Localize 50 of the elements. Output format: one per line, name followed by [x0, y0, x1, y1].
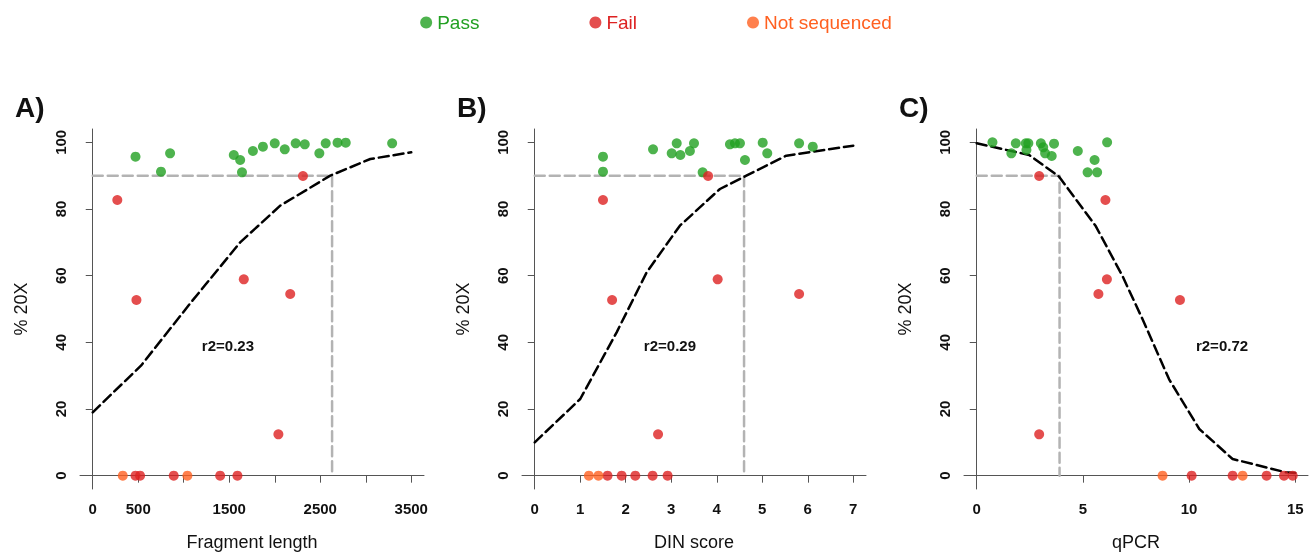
x-tick-label: 5 [1078, 500, 1088, 517]
x-tick-label: 0 [972, 500, 981, 517]
y-axis-title: % 20X [895, 282, 915, 336]
y-tick-label: 0 [494, 471, 511, 480]
legend-label: Pass [437, 12, 480, 33]
x-tick-label: 3 [667, 500, 676, 517]
x-tick-label: 1500 [212, 500, 246, 517]
y-tick-label: 40 [936, 333, 953, 351]
legend-label: Fail [606, 12, 638, 33]
y-tick-label: 80 [52, 200, 69, 218]
y-tick-label: 0 [936, 471, 953, 480]
y-tick-label: 0 [52, 471, 69, 480]
y-tick-label: 40 [52, 333, 69, 351]
x-tick-label: 4 [712, 500, 722, 517]
chart-title: A) [15, 91, 45, 123]
y-tick-label: 100 [52, 129, 69, 155]
x-axis-title: Fragment length [186, 532, 318, 552]
x-tick-label: 2500 [303, 500, 337, 517]
x-tick-label: 10 [1180, 500, 1198, 517]
y-axis-title: % 20X [11, 282, 31, 336]
y-tick-label: 60 [936, 267, 953, 285]
x-axis-title: DIN score [653, 532, 735, 552]
x-tick-label: 6 [803, 500, 812, 517]
y-tick-label: 100 [494, 129, 511, 155]
x-tick-label: 3500 [394, 500, 428, 517]
y-tick-label: 40 [494, 333, 511, 351]
chart-title: B) [457, 91, 487, 123]
annotation: r2=0.29 [643, 336, 696, 354]
x-tick-label: 1 [576, 500, 585, 517]
x-tick-label: 2 [621, 500, 630, 517]
y-tick-label: 60 [52, 267, 69, 285]
x-axis-title: qPCR [1111, 532, 1161, 552]
x-tick-label: 500 [125, 500, 151, 517]
x-tick-label: 7 [849, 500, 858, 517]
x-tick-label: 5 [758, 500, 767, 517]
y-tick-label: 100 [936, 129, 953, 155]
y-tick-label: 20 [494, 400, 511, 418]
x-tick-label: 15 [1286, 500, 1304, 517]
y-tick-label: 60 [494, 267, 511, 285]
y-tick-label: 80 [494, 200, 511, 218]
x-tick-label: 0 [88, 500, 97, 517]
annotation: r2=0.23 [201, 336, 254, 354]
y-tick-label: 20 [52, 400, 69, 418]
x-tick-label: 0 [530, 500, 539, 517]
y-tick-label: 80 [936, 200, 953, 218]
chart-title: C) [899, 91, 929, 123]
legend-label: Not sequenced [764, 12, 892, 33]
annotation: r2=0.72 [1195, 336, 1249, 354]
y-axis-title: % 20X [453, 282, 473, 336]
y-tick-label: 20 [936, 400, 953, 418]
